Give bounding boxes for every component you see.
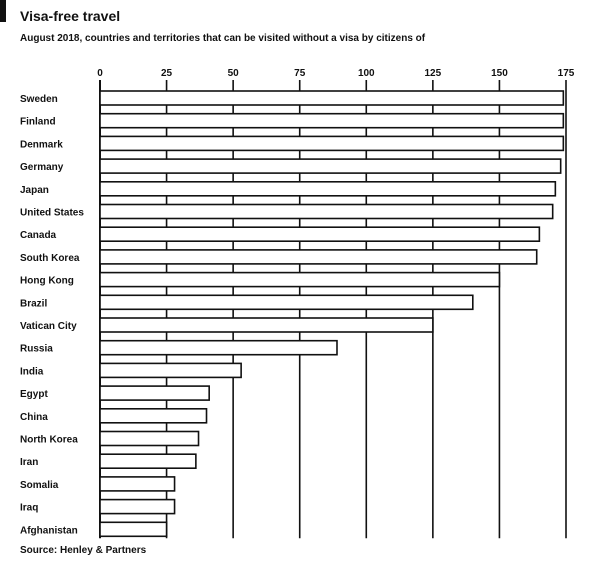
category-label: Canada — [20, 230, 57, 241]
bar — [99, 294, 474, 311]
bar — [99, 453, 197, 470]
bars — [99, 90, 565, 538]
bar — [99, 271, 501, 288]
source-note: Source: Henley & Partners — [20, 545, 147, 556]
category-label: United States — [20, 208, 84, 219]
category-label: South Korea — [20, 253, 80, 264]
category-label: Russia — [20, 344, 53, 355]
bar — [99, 226, 541, 242]
x-tick-label: 75 — [294, 68, 306, 79]
category-label: Japan — [20, 185, 49, 196]
x-tick-label: 0 — [97, 68, 103, 79]
category-label: Iran — [20, 457, 38, 468]
category-label: Somalia — [20, 480, 59, 491]
bar — [99, 203, 554, 220]
bar — [99, 385, 210, 401]
bar — [99, 249, 538, 265]
x-tick-labels: 0 25 50 75 100 125 150 175 — [97, 68, 575, 79]
bar — [99, 407, 208, 424]
x-tick-label: 50 — [228, 68, 240, 79]
category-label: Afghanistan — [20, 525, 78, 536]
category-label: Sweden — [20, 94, 58, 105]
bar — [99, 112, 565, 129]
bar — [99, 498, 176, 515]
x-tick-label: 150 — [491, 68, 508, 79]
category-label: Egypt — [20, 389, 48, 400]
chart-subtitle: August 2018, countries and territories t… — [20, 33, 426, 44]
x-tick-label: 175 — [558, 68, 575, 79]
bar — [99, 158, 562, 174]
category-label: Denmark — [20, 139, 63, 150]
category-label: North Korea — [20, 435, 78, 446]
bar — [99, 317, 434, 333]
bar — [99, 476, 176, 492]
bar — [99, 521, 168, 538]
x-tick-label: 25 — [161, 68, 173, 79]
bar — [99, 181, 557, 197]
category-label: India — [20, 366, 44, 377]
chart-title: Visa-free travel — [20, 8, 121, 24]
category-label: Iraq — [20, 503, 38, 514]
category-label: China — [20, 412, 48, 423]
category-label: Hong Kong — [20, 276, 74, 287]
corner-mark — [0, 0, 6, 22]
category-label: Vatican City — [20, 321, 77, 332]
bar — [99, 90, 565, 106]
category-labels: Sweden Finland Denmark Germany Japan United S… — [20, 94, 84, 536]
bar — [99, 430, 200, 447]
x-tick-label: 125 — [425, 68, 442, 79]
bar — [99, 135, 565, 152]
category-label: Finland — [20, 117, 56, 128]
bar — [99, 339, 338, 356]
category-label: Germany — [20, 162, 64, 173]
bar — [99, 362, 242, 379]
category-label: Brazil — [20, 298, 47, 309]
x-tick-label: 100 — [358, 68, 375, 79]
